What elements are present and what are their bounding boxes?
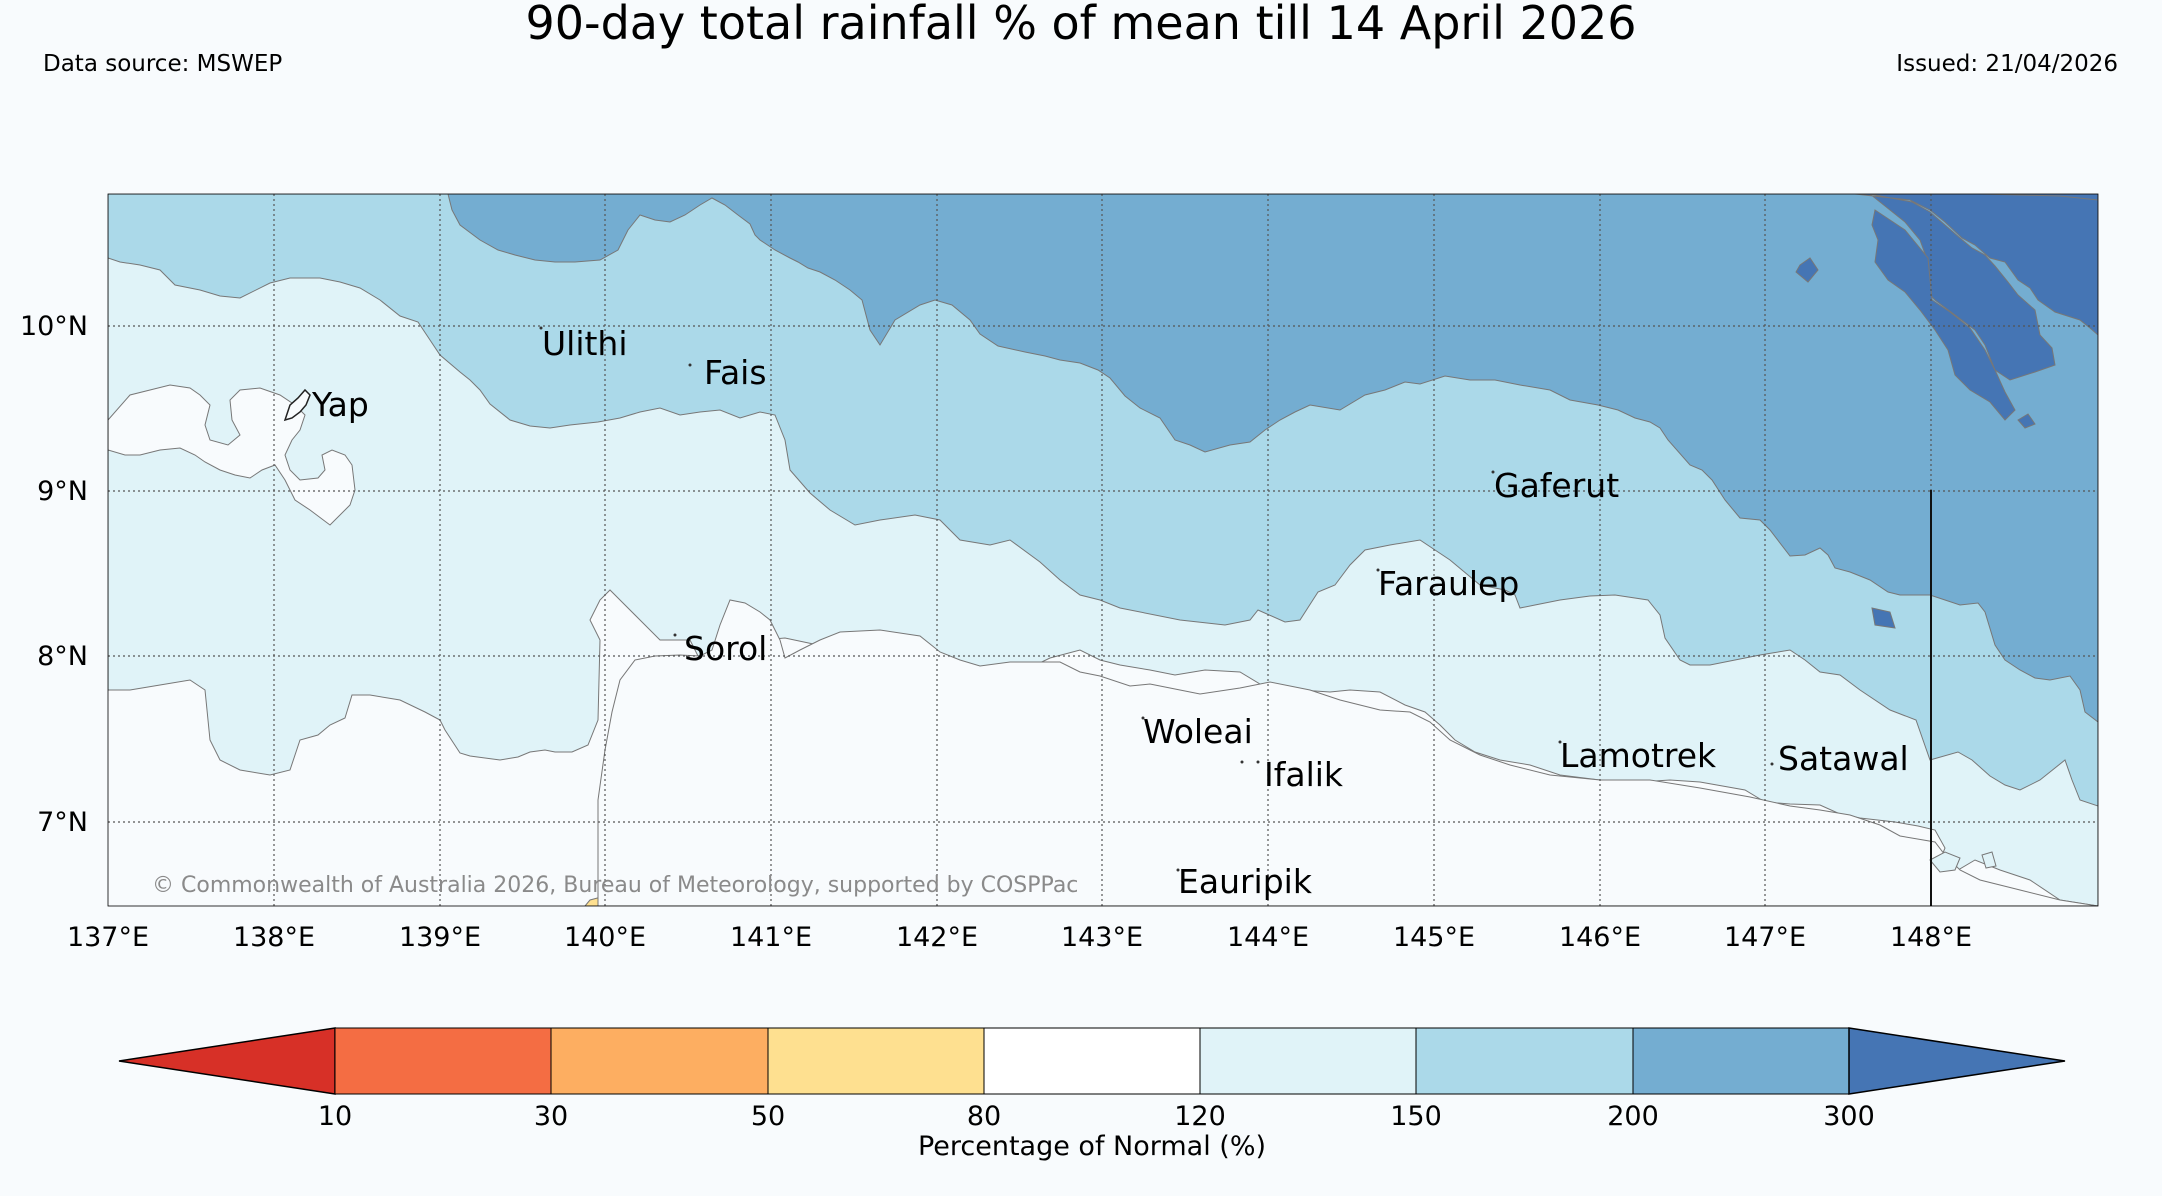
lat-tick-9n: 9°N — [37, 476, 88, 507]
band-80-120-west — [108, 384, 356, 526]
lon-tick-140e: 140°E — [564, 922, 646, 953]
lat-tick-7n: 7°N — [37, 807, 88, 838]
lon-tick-139e: 139°E — [399, 922, 481, 953]
place-label-lamotrek: Lamotrek — [1560, 736, 1717, 775]
colorbar-tick-50: 50 — [751, 1101, 785, 1132]
place-label-ifalik: Ifalik — [1264, 755, 1344, 794]
place-label-sorol: Sorol — [684, 629, 767, 668]
lon-tick-145e: 145°E — [1393, 922, 1475, 953]
colorbar-bin-50-80 — [767, 1027, 985, 1095]
island-markers — [539, 326, 1774, 872]
band-300-plus — [1871, 607, 1896, 629]
colorbar-tick-10: 10 — [318, 1101, 352, 1132]
band-120-150-se — [1929, 851, 1997, 873]
place-label-gaferut: Gaferut — [1494, 466, 1619, 505]
band-200-300 — [447, 194, 2098, 723]
place-label-faraulep: Faraulep — [1378, 564, 1519, 603]
colorbar-tick-200: 200 — [1607, 1101, 1659, 1132]
lat-tick-10n: 10°N — [20, 311, 88, 342]
lon-tick-148e: 148°E — [1890, 922, 1972, 953]
colorbar-bin-200-300 — [1632, 1027, 1850, 1095]
band-300-plus — [1871, 209, 2016, 421]
lon-tick-143e: 143°E — [1061, 922, 1143, 953]
copyright-notice: © Commonwealth of Australia 2026, Bureau… — [152, 873, 1078, 898]
lon-tick-147e: 147°E — [1724, 922, 1806, 953]
colorbar-bin-150-200 — [1415, 1027, 1634, 1095]
lon-tick-141e: 141°E — [730, 922, 812, 953]
lon-tick-146e: 146°E — [1559, 922, 1641, 953]
colorbar-bin-80-120 — [983, 1027, 1201, 1095]
lon-tick-142e: 142°E — [896, 922, 978, 953]
yap-island — [283, 388, 311, 422]
band-300-plus — [1880, 194, 2098, 201]
lat-tick-8n: 8°N — [37, 641, 88, 672]
issued-date: Issued: 21/04/2026 — [1896, 51, 2118, 77]
map-area: Ulithi Fais Yap Gaferut Faraulep Sorol W… — [108, 194, 2098, 906]
map-frame — [107, 193, 2099, 907]
colorbar-title: Percentage of Normal (%) — [918, 1131, 1266, 1162]
colorbar-tick-150: 150 — [1390, 1101, 1442, 1132]
lon-tick-138e: 138°E — [233, 922, 315, 953]
place-label-eauripik: Eauripik — [1178, 862, 1313, 901]
data-source: Data source: MSWEP — [43, 51, 283, 77]
place-label-yap: Yap — [311, 385, 369, 424]
lon-tick-137e: 137°E — [67, 922, 149, 953]
band-80-120-mid — [597, 599, 2098, 906]
colorbar-tick-300: 300 — [1823, 1101, 1875, 1132]
lon-tick-144e: 144°E — [1227, 922, 1309, 953]
band-300-plus — [2017, 413, 2036, 429]
band-300-plus — [1795, 257, 1819, 283]
place-label-woleai: Woleai — [1143, 712, 1253, 751]
colorbar-tick-30: 30 — [534, 1101, 568, 1132]
colorbar-bin-10-30 — [334, 1027, 552, 1095]
chart-title: 90-day total rainfall % of mean till 14 … — [525, 0, 1637, 50]
colorbar-tick-120: 120 — [1174, 1101, 1226, 1132]
place-label-fais: Fais — [704, 353, 767, 392]
place-label-ulithi: Ulithi — [542, 324, 628, 363]
place-label-satawal: Satawal — [1778, 739, 1909, 778]
colorbar-bin-30-50 — [550, 1027, 769, 1095]
colorbar-extend-high — [1848, 1027, 2066, 1095]
colorbar-tick-80: 80 — [967, 1101, 1001, 1132]
colorbar-extend-low — [118, 1027, 336, 1095]
colorbar: 10 30 50 80 120 150 200 300 Percentage o… — [118, 1027, 2066, 1162]
colorbar-bin-120-150 — [1199, 1027, 1417, 1095]
